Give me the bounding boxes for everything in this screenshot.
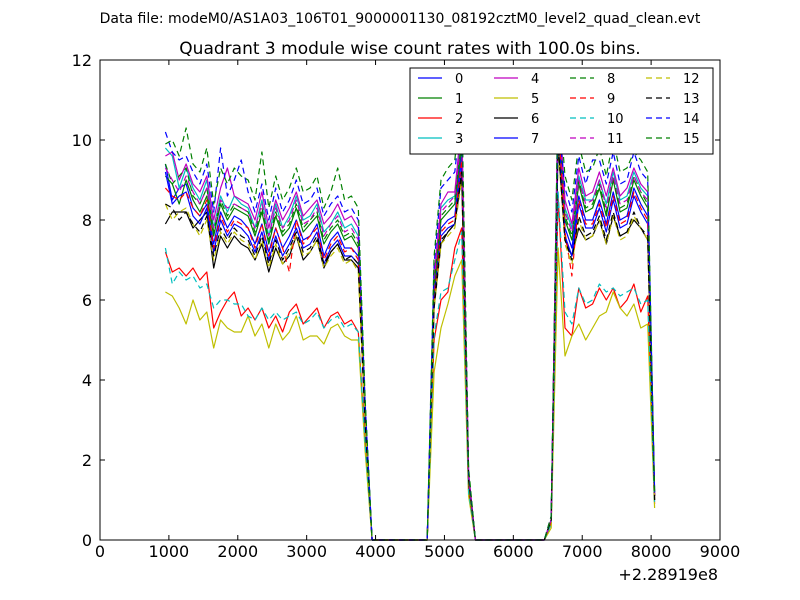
- axis-ticks: [99, 59, 721, 541]
- legend-label-15: 15: [683, 132, 700, 147]
- legend-label-10: 10: [607, 112, 624, 127]
- series-line-2: [164, 195, 656, 541]
- series-line-15: [165, 87, 656, 541]
- chart-title: Quadrant 3 module wise count rates with …: [179, 39, 640, 59]
- y-tick-label: 12: [72, 51, 92, 70]
- series-line-11: [164, 103, 656, 541]
- x-tick-label: 9000: [700, 542, 741, 561]
- x-tick-label: 0: [95, 542, 105, 561]
- x-tick-label: 8000: [631, 542, 672, 561]
- y-tick-label: 6: [82, 291, 92, 310]
- y-tick-label: 4: [82, 371, 92, 390]
- legend-label-7: 7: [531, 132, 539, 147]
- x-tick-label: 3000: [286, 542, 327, 561]
- legend-label-4: 4: [531, 72, 539, 87]
- legend-label-2: 2: [455, 112, 463, 127]
- y-tick-labels: 0 2 4 6 8 10 12: [72, 51, 92, 550]
- x-offset-label: +2.28919e8: [618, 565, 718, 584]
- series-line-10: [164, 191, 656, 541]
- x-tick-label: 4000: [355, 542, 396, 561]
- legend-label-5: 5: [531, 92, 539, 107]
- legend-label-6: 6: [531, 112, 539, 127]
- x-tick-label: 5000: [424, 542, 465, 561]
- legend-label-12: 12: [683, 72, 700, 87]
- legend-label-1: 1: [455, 92, 463, 107]
- data-file-label: Data file: modeM0/AS1A03_106T01_90000011…: [100, 11, 701, 27]
- legend-label-11: 11: [607, 132, 624, 147]
- x-tick-label: 7000: [562, 542, 603, 561]
- series-layer: [164, 87, 656, 541]
- series-line-4: [165, 91, 656, 541]
- legend-label-0: 0: [455, 72, 463, 87]
- x-tick-label: 1000: [149, 542, 190, 561]
- x-tick-labels: 0 1000 2000 3000 4000 5000 6000 7000 8000 9000: [95, 542, 740, 561]
- legend-label-9: 9: [607, 92, 615, 107]
- legend-label-3: 3: [455, 132, 463, 147]
- y-tick-label: 10: [72, 131, 92, 150]
- y-tick-label: 2: [82, 451, 92, 470]
- x-tick-label: 6000: [493, 542, 534, 561]
- legend-label-13: 13: [683, 92, 700, 107]
- legend-box: [409, 67, 714, 155]
- legend-label-14: 14: [683, 112, 700, 127]
- x-tick-label: 2000: [217, 542, 258, 561]
- series-line-1: [164, 95, 656, 541]
- series-line-5: [165, 247, 656, 541]
- y-tick-label: 0: [82, 531, 92, 550]
- y-tick-label: 8: [82, 211, 92, 230]
- legend-label-8: 8: [607, 72, 615, 87]
- series-line-8: [164, 99, 656, 541]
